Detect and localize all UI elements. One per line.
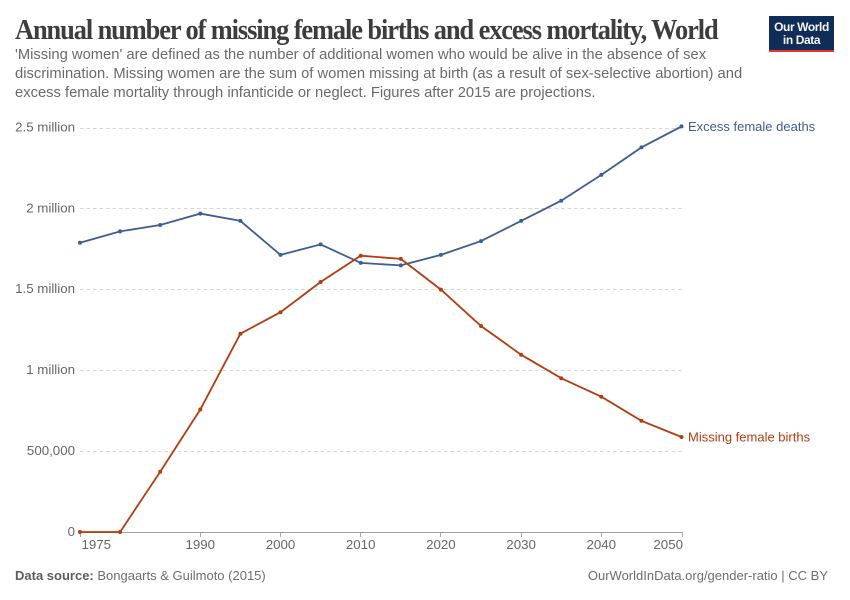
svg-text:2030: 2030	[506, 537, 536, 552]
svg-text:2020: 2020	[426, 537, 456, 552]
svg-text:2040: 2040	[587, 537, 617, 552]
svg-text:Missing female births: Missing female births	[688, 429, 811, 444]
svg-text:1.5 million: 1.5 million	[15, 281, 75, 296]
svg-text:1975: 1975	[82, 537, 112, 552]
svg-text:500,000: 500,000	[27, 443, 75, 458]
svg-text:2 million: 2 million	[26, 200, 75, 215]
svg-text:2050: 2050	[653, 537, 683, 552]
svg-text:2.5 million: 2.5 million	[15, 120, 75, 135]
svg-text:2000: 2000	[266, 537, 296, 552]
svg-text:1 million: 1 million	[26, 362, 75, 377]
svg-text:0: 0	[68, 524, 75, 539]
svg-text:Excess female deaths: Excess female deaths	[688, 119, 816, 134]
svg-text:1990: 1990	[186, 537, 216, 552]
svg-text:2010: 2010	[346, 537, 376, 552]
